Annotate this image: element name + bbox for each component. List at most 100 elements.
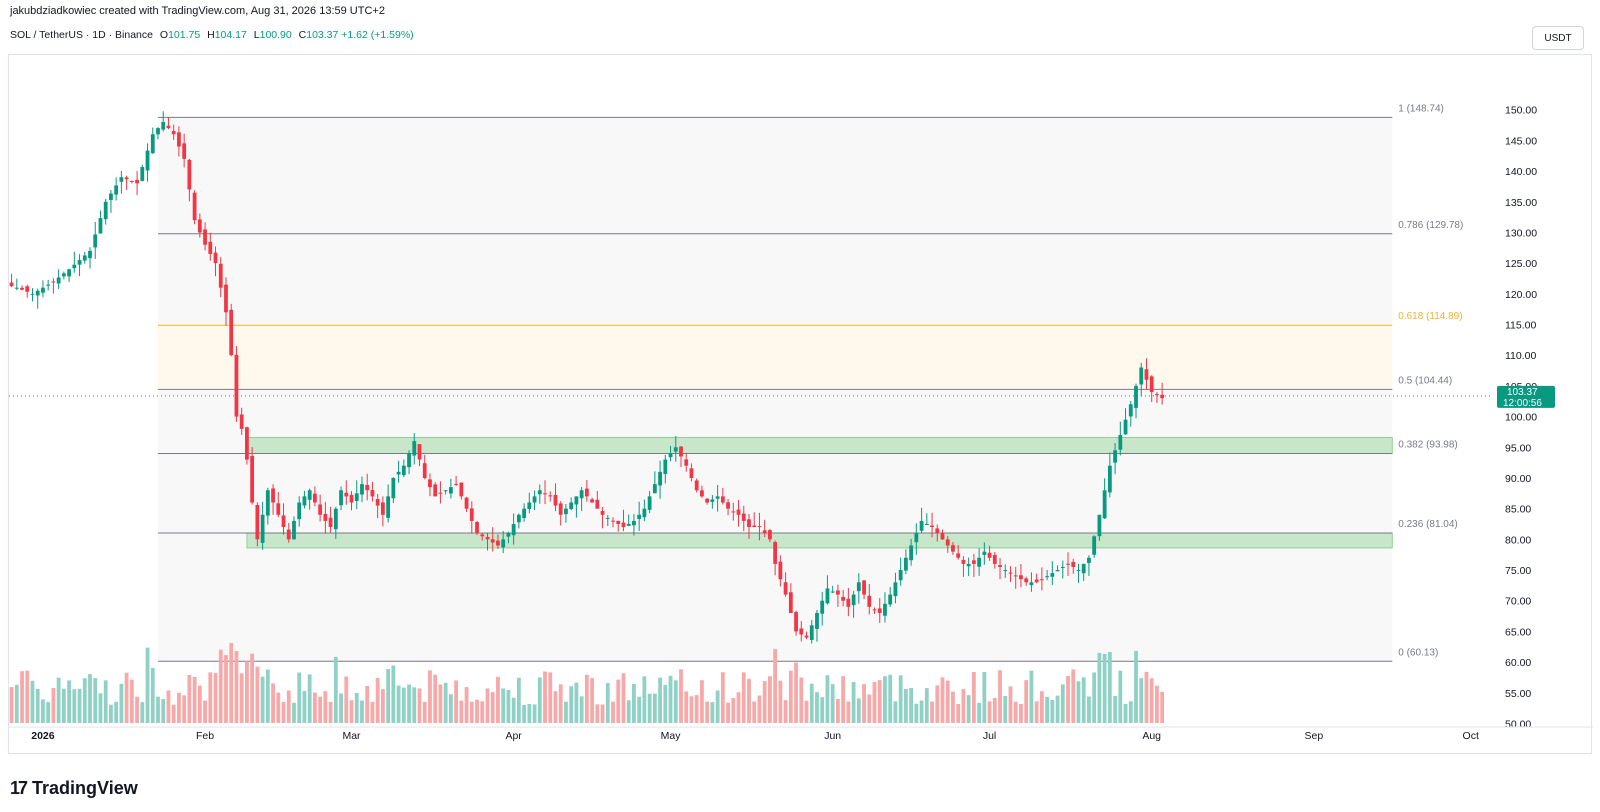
volume-bar: [61, 688, 66, 723]
candle-body: [841, 596, 846, 601]
volume-bar: [679, 669, 683, 723]
candle-body: [1076, 570, 1081, 572]
volume-bar: [1160, 691, 1165, 723]
volume-bar: [454, 680, 459, 723]
candle-body: [621, 522, 626, 528]
volume-bar: [673, 680, 678, 723]
volume-bar: [475, 699, 479, 723]
candle-body: [1045, 576, 1049, 578]
volume-bar: [182, 695, 187, 723]
y-tick-label: 135.00: [1505, 197, 1537, 209]
volume-bar: [1097, 652, 1102, 723]
candle-body: [506, 533, 511, 537]
volume-bar: [245, 661, 249, 723]
volume-bar: [778, 680, 783, 723]
volume-bar: [448, 694, 453, 723]
y-tick-label: 55.00: [1505, 688, 1531, 700]
symbol-title[interactable]: SOL / TetherUS · 1D · Binance: [10, 29, 153, 41]
volume-bar: [292, 702, 296, 723]
volume-bar: [14, 684, 19, 723]
volume-bar: [391, 665, 396, 723]
volume-bar: [998, 670, 1002, 723]
candle-body: [600, 510, 605, 515]
candle-body: [595, 499, 600, 509]
candle-body: [909, 545, 914, 561]
candle-body: [245, 427, 249, 460]
candle-body: [548, 495, 553, 497]
candle-body: [302, 496, 307, 506]
volume-bar: [736, 692, 741, 723]
volume-bar: [67, 680, 71, 723]
price-chart[interactable]: 1 (148.74) 0.786 (129.78) 0.618 (114.89) 0.…: [9, 55, 1593, 755]
candle-body: [239, 414, 244, 429]
candle-body: [971, 560, 976, 564]
fib-label: 0.236 (81.04): [1398, 519, 1458, 530]
x-tick-label: Apr: [505, 730, 522, 742]
volume-bar: [741, 672, 746, 723]
volume-bar: [783, 700, 788, 723]
change-value: +1.62 (+1.59%): [341, 29, 414, 41]
candle-body: [637, 514, 642, 519]
volume-bar: [224, 655, 228, 723]
volume-bar: [752, 701, 757, 723]
volume-bar: [218, 649, 223, 723]
volume-bar: [412, 687, 417, 723]
y-tick-label: 90.00: [1505, 473, 1531, 485]
candle-body: [114, 185, 119, 195]
candle-body: [1019, 575, 1023, 580]
tradingview-brand[interactable]: 17 TradingView: [10, 778, 138, 799]
volume-bar: [239, 673, 244, 723]
volume-bar: [700, 680, 704, 723]
volume-bar: [443, 682, 448, 723]
volume-bar: [177, 692, 181, 723]
candle-body: [438, 492, 443, 494]
currency-button[interactable]: USDT: [1532, 26, 1584, 50]
volume-bar: [433, 674, 438, 723]
volume-bar: [171, 704, 176, 723]
candle-body: [1066, 563, 1070, 565]
volume-bar: [459, 700, 464, 723]
volume-bar: [213, 673, 218, 723]
chart-credit: jakubdziadkowiec created with TradingVie…: [10, 5, 385, 17]
candle-body: [213, 252, 218, 264]
fib-label: 0.382 (93.98): [1398, 440, 1458, 451]
close-label: C: [298, 29, 307, 41]
candle-body: [1139, 367, 1144, 385]
volume-bar: [480, 701, 485, 723]
volume-bar: [1003, 696, 1008, 723]
candle-body: [375, 499, 380, 506]
volume-bar: [532, 704, 537, 723]
chart-frame: 1 (148.74) 0.786 (129.78) 0.618 (114.89) 0.…: [8, 54, 1593, 755]
volume-bar: [1045, 696, 1049, 723]
candle-body: [454, 483, 459, 485]
candle-body: [354, 493, 359, 501]
candle-body: [663, 459, 668, 474]
low-value: 100.90: [259, 29, 292, 41]
volume-bar: [1144, 671, 1149, 723]
candle-body: [422, 463, 427, 478]
volume-bar: [286, 690, 291, 723]
candle-body: [150, 134, 155, 154]
candle-body: [736, 509, 741, 515]
candle-body: [129, 180, 134, 182]
x-tick-label: 2026: [31, 730, 55, 742]
fib-band: [158, 453, 1393, 533]
volume-bar: [694, 695, 699, 723]
y-tick-label: 65.00: [1505, 626, 1531, 638]
candle-body: [30, 293, 35, 295]
candle-body: [67, 269, 71, 277]
candle-body: [809, 625, 814, 640]
volume-bar: [208, 672, 213, 723]
candle-body: [417, 444, 422, 460]
volume-bar: [438, 684, 443, 723]
candle-body: [250, 455, 255, 503]
candle-body: [543, 493, 547, 495]
volume-bar: [574, 682, 579, 723]
volume-bar: [197, 685, 202, 723]
volume-bar: [590, 678, 594, 723]
volume-bar: [234, 650, 239, 723]
candle-body: [46, 284, 51, 286]
volume-bar: [1128, 701, 1133, 723]
y-tick-label: 95.00: [1505, 442, 1531, 454]
candle-body: [684, 459, 689, 466]
